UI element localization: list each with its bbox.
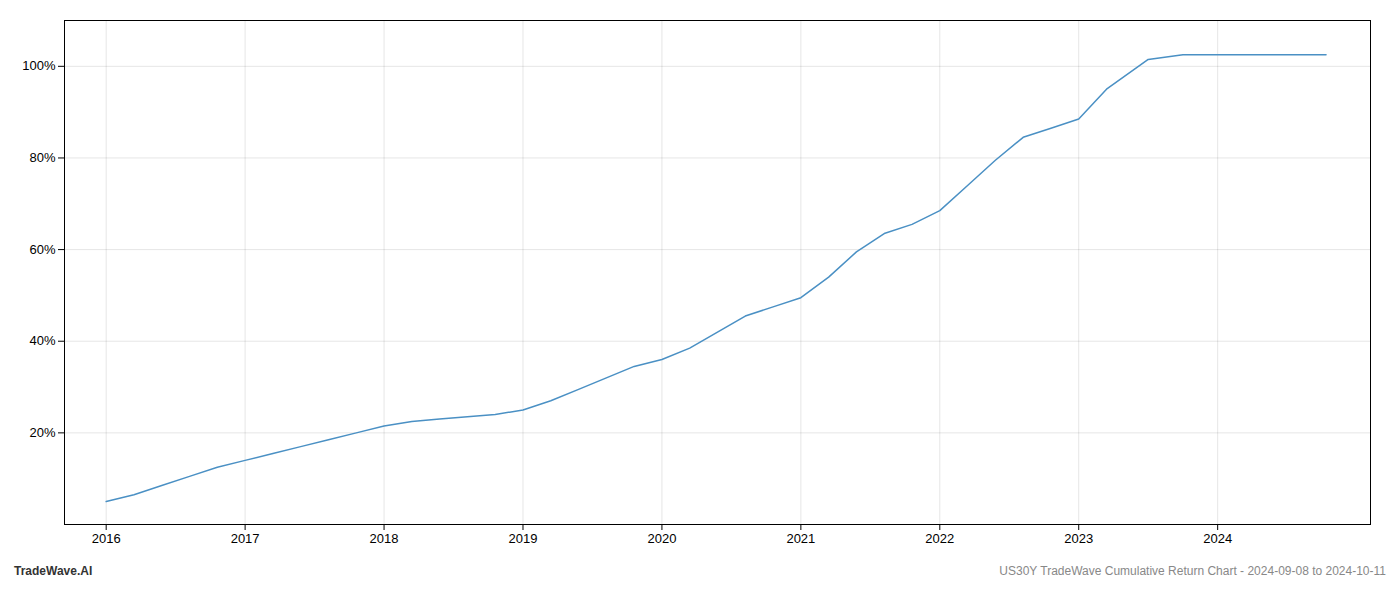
svg-text:40%: 40% — [29, 333, 55, 348]
svg-text:2020: 2020 — [647, 531, 676, 546]
svg-text:60%: 60% — [29, 242, 55, 257]
svg-text:2016: 2016 — [92, 531, 121, 546]
svg-text:80%: 80% — [29, 150, 55, 165]
svg-text:2024: 2024 — [1203, 531, 1232, 546]
svg-text:2019: 2019 — [509, 531, 538, 546]
html-text:TradeWave.AI: TradeWave.AI — [14, 564, 93, 578]
html-text:US30Y TradeWave Cumulative Ret: US30Y TradeWave Cumulative Return Chart … — [999, 564, 1386, 578]
svg-text:100%: 100% — [22, 58, 56, 73]
svg-text:20%: 20% — [29, 425, 55, 440]
svg-text:2022: 2022 — [925, 531, 954, 546]
svg-text:2018: 2018 — [370, 531, 399, 546]
svg-text:2023: 2023 — [1064, 531, 1093, 546]
svg-text:2017: 2017 — [231, 531, 260, 546]
svg-text:2021: 2021 — [786, 531, 815, 546]
